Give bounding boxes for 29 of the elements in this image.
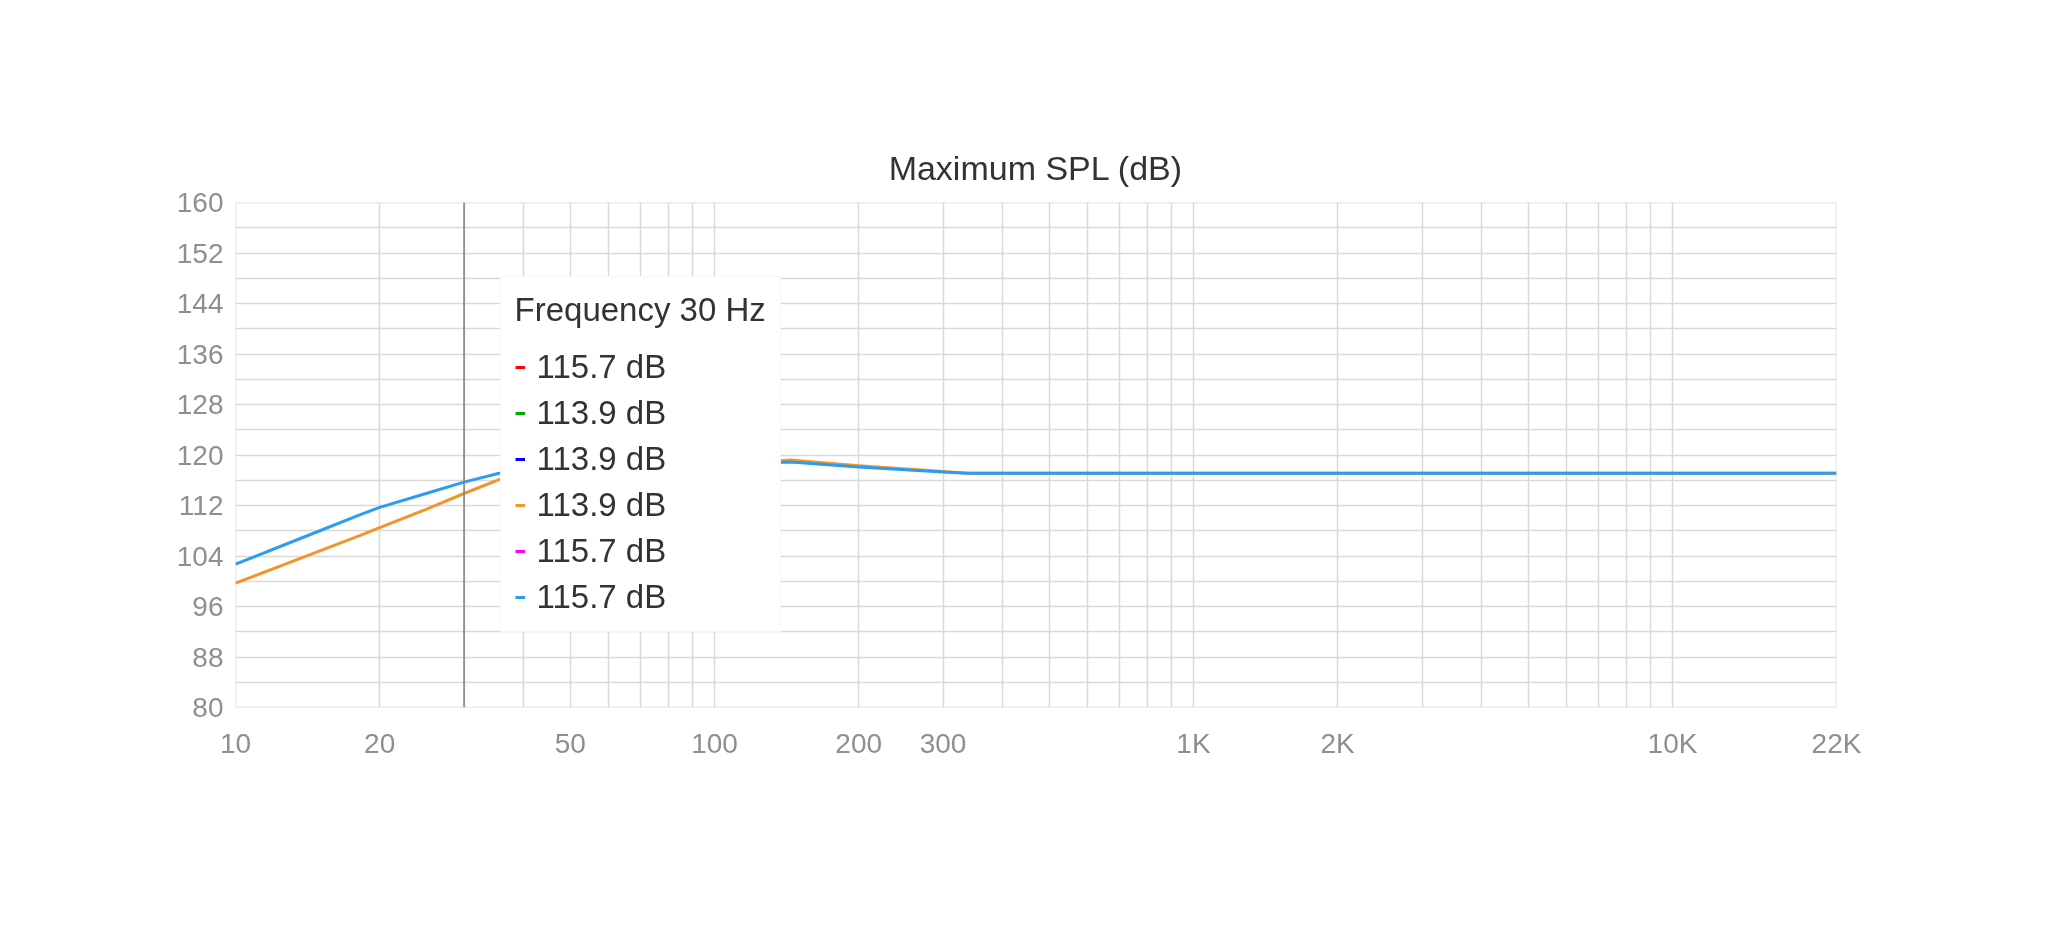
x-tick-label: 10 xyxy=(219,727,252,759)
y-tick-label: 80 xyxy=(192,692,224,723)
y-tick-label: 128 xyxy=(176,389,224,420)
y-tick-label: 152 xyxy=(176,237,224,269)
x-tick-label: 50 xyxy=(554,727,586,759)
y-tick-label: 112 xyxy=(178,490,224,521)
legend-title: Frequency 30 Hz xyxy=(514,290,766,329)
legend-label: 113.9 dB xyxy=(536,484,667,525)
x-tick-label: 200 xyxy=(835,727,883,759)
y-tick-label: 160 xyxy=(176,187,224,218)
x-tick-label: 10K xyxy=(1647,727,1698,759)
legend-label: 115.7 dB xyxy=(536,346,667,387)
x-tick-label: 1K xyxy=(1176,727,1211,759)
x-tick-label: 300 xyxy=(919,727,967,759)
legend-label: 113.9 dB xyxy=(536,392,667,433)
y-tick-label: 120 xyxy=(176,439,224,471)
x-tick-label: 2K xyxy=(1320,727,1356,759)
y-tick-label: 96 xyxy=(192,591,224,622)
y-tick-label: 144 xyxy=(176,288,224,319)
legend-label: 113.9 dB xyxy=(536,438,667,479)
x-tick-label: 22K xyxy=(1811,727,1862,759)
x-tick-label: 20 xyxy=(364,727,396,759)
y-tick-label: 88 xyxy=(192,641,224,673)
chart-title: Maximum SPL (dB) xyxy=(888,149,1183,187)
legend-label: 115.7 dB xyxy=(536,530,667,571)
legend-label: 115.7 dB xyxy=(536,576,667,617)
y-tick-label: 136 xyxy=(176,338,224,370)
x-tick-label: 100 xyxy=(691,727,738,759)
y-tick-label: 104 xyxy=(176,540,224,572)
